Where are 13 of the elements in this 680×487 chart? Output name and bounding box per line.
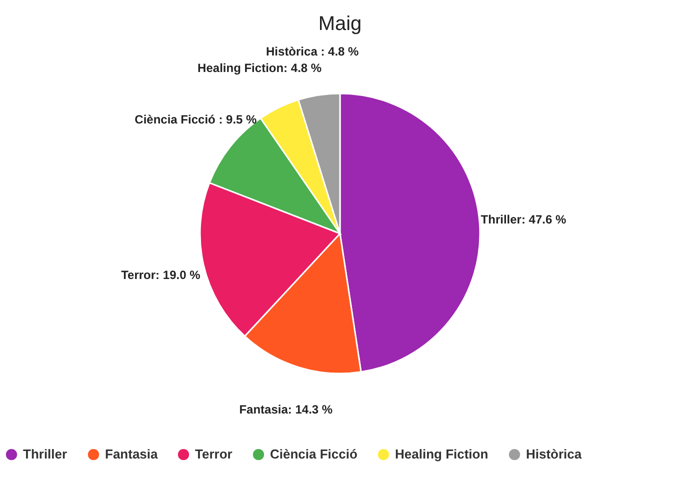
chart-title: Maig — [318, 13, 362, 35]
legend-label: Thriller — [23, 446, 68, 462]
data-label: Ciència Ficció : 9.5 % — [134, 112, 258, 126]
data-label: Terror: 19.0 % — [121, 268, 201, 282]
data-label: Thriller: 47.6 % — [480, 212, 566, 227]
data-label: Fantasia: 14.3 % — [239, 402, 333, 416]
legend-label: Healing Fiction — [395, 446, 488, 462]
legend-label: Històrica — [526, 446, 582, 462]
data-label: Històrica : 4.8 % — [266, 44, 360, 59]
legend-label: Ciència Ficció — [270, 446, 358, 462]
legend-label: Terror — [195, 446, 232, 462]
data-label: Healing Fiction: 4.8 % — [198, 61, 322, 76]
legend-label: Fantasia — [105, 446, 159, 462]
